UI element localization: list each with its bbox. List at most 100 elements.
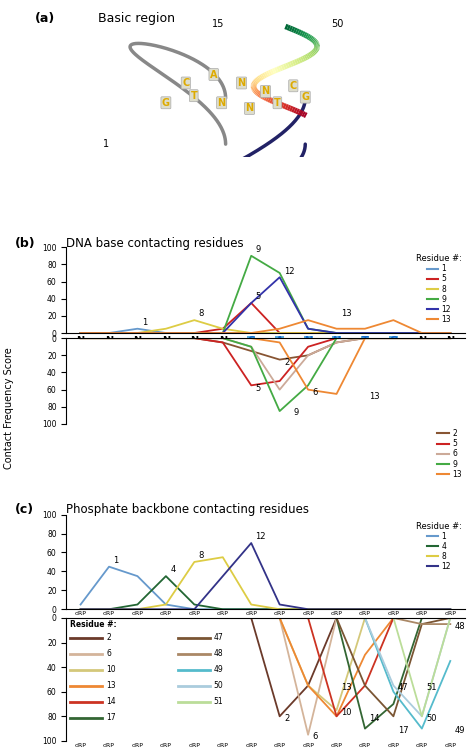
Text: dRP: dRP: [217, 628, 229, 634]
Text: N: N: [219, 618, 227, 629]
Text: N: N: [133, 336, 142, 346]
Text: N: N: [162, 336, 170, 346]
Text: dRP: dRP: [302, 743, 314, 748]
Text: dRP: dRP: [273, 611, 286, 616]
Text: N: N: [105, 618, 113, 629]
Text: 17: 17: [398, 726, 408, 735]
Text: dRP: dRP: [160, 628, 172, 634]
Text: dRP: dRP: [245, 628, 257, 634]
Text: C: C: [247, 618, 255, 629]
Text: 6: 6: [106, 649, 111, 658]
Text: dRP: dRP: [74, 628, 87, 634]
Text: T: T: [274, 98, 281, 108]
Text: 48: 48: [455, 621, 465, 631]
Text: 8: 8: [199, 309, 204, 318]
Text: dRP: dRP: [330, 611, 343, 616]
Text: 50: 50: [331, 20, 343, 29]
Text: 6: 6: [312, 388, 318, 397]
Text: N: N: [219, 336, 227, 346]
Text: dRP: dRP: [416, 743, 428, 748]
Text: 50: 50: [426, 714, 437, 723]
Text: 13: 13: [341, 309, 351, 318]
Text: 51: 51: [426, 683, 437, 692]
Text: dRP: dRP: [131, 743, 144, 748]
Text: dRP: dRP: [416, 611, 428, 616]
Text: 49: 49: [214, 665, 223, 674]
Text: dRP: dRP: [273, 743, 286, 748]
Text: dRP: dRP: [74, 611, 87, 616]
Text: 49: 49: [455, 726, 465, 735]
Text: 5: 5: [255, 293, 261, 302]
Text: (c): (c): [15, 503, 34, 516]
Text: G: G: [162, 98, 170, 108]
Text: Contact Frequency Score: Contact Frequency Score: [4, 347, 15, 469]
Text: dRP: dRP: [160, 611, 172, 616]
Text: Phosphate backbone contacting residues: Phosphate backbone contacting residues: [66, 503, 310, 516]
Text: N: N: [218, 98, 226, 108]
Text: dRP: dRP: [217, 743, 229, 748]
Text: 9: 9: [294, 407, 299, 417]
Text: dRP: dRP: [103, 628, 115, 634]
Text: 2: 2: [284, 358, 289, 367]
Text: T: T: [362, 336, 368, 346]
Text: 14: 14: [369, 714, 380, 723]
Text: 14: 14: [106, 697, 116, 706]
Text: dRP: dRP: [245, 743, 257, 748]
Text: 1: 1: [103, 139, 109, 150]
Text: dRP: dRP: [131, 628, 144, 634]
Text: dRP: dRP: [330, 743, 343, 748]
Text: dRP: dRP: [359, 611, 371, 616]
Text: 2: 2: [106, 633, 111, 642]
Text: 15: 15: [211, 20, 224, 29]
Text: dRP: dRP: [103, 743, 115, 748]
Text: 9: 9: [255, 245, 261, 254]
Text: dRP: dRP: [188, 611, 201, 616]
Text: dRP: dRP: [273, 628, 286, 634]
Legend: 1, 5, 8, 9, 12, 13: 1, 5, 8, 9, 12, 13: [413, 251, 465, 327]
Text: N: N: [133, 618, 142, 629]
Text: Basic region: Basic region: [98, 12, 175, 25]
Text: 51: 51: [214, 697, 223, 706]
Text: C: C: [247, 336, 255, 346]
Text: N: N: [304, 336, 312, 346]
Text: N: N: [190, 336, 199, 346]
Text: dRP: dRP: [217, 611, 229, 616]
Text: dRP: dRP: [131, 611, 144, 616]
Text: dRP: dRP: [416, 628, 428, 634]
Text: 10: 10: [341, 708, 351, 717]
Text: (a): (a): [35, 12, 55, 25]
Text: N: N: [162, 618, 170, 629]
Text: 4: 4: [170, 565, 175, 575]
Text: 12: 12: [284, 267, 294, 275]
Text: N: N: [332, 618, 341, 629]
Text: C: C: [182, 78, 190, 88]
Text: dRP: dRP: [444, 628, 456, 634]
Legend: 2, 5, 6, 9, 13: 2, 5, 6, 9, 13: [435, 426, 465, 482]
Text: N: N: [418, 336, 426, 346]
Text: dRP: dRP: [188, 628, 201, 634]
Text: 13: 13: [341, 683, 351, 692]
Text: 12: 12: [255, 532, 266, 541]
Text: dRP: dRP: [444, 743, 456, 748]
Text: dRP: dRP: [188, 743, 201, 748]
Text: 5: 5: [255, 383, 261, 392]
Text: dRP: dRP: [302, 611, 314, 616]
Text: N: N: [261, 86, 270, 97]
Text: 8: 8: [199, 551, 204, 560]
Text: T: T: [362, 618, 368, 629]
Text: N: N: [246, 104, 254, 113]
Text: T: T: [191, 91, 197, 101]
Text: dRP: dRP: [245, 611, 257, 616]
Text: G: G: [301, 92, 309, 102]
Text: 17: 17: [106, 713, 116, 722]
Text: dRP: dRP: [444, 611, 456, 616]
Text: dRP: dRP: [387, 743, 400, 748]
Text: N: N: [304, 618, 312, 629]
Text: N: N: [76, 618, 85, 629]
Text: dRP: dRP: [330, 628, 343, 634]
Text: G: G: [390, 618, 397, 629]
Text: A: A: [276, 336, 283, 346]
Text: 13: 13: [369, 392, 380, 401]
Text: dRP: dRP: [103, 611, 115, 616]
Text: dRP: dRP: [387, 628, 400, 634]
